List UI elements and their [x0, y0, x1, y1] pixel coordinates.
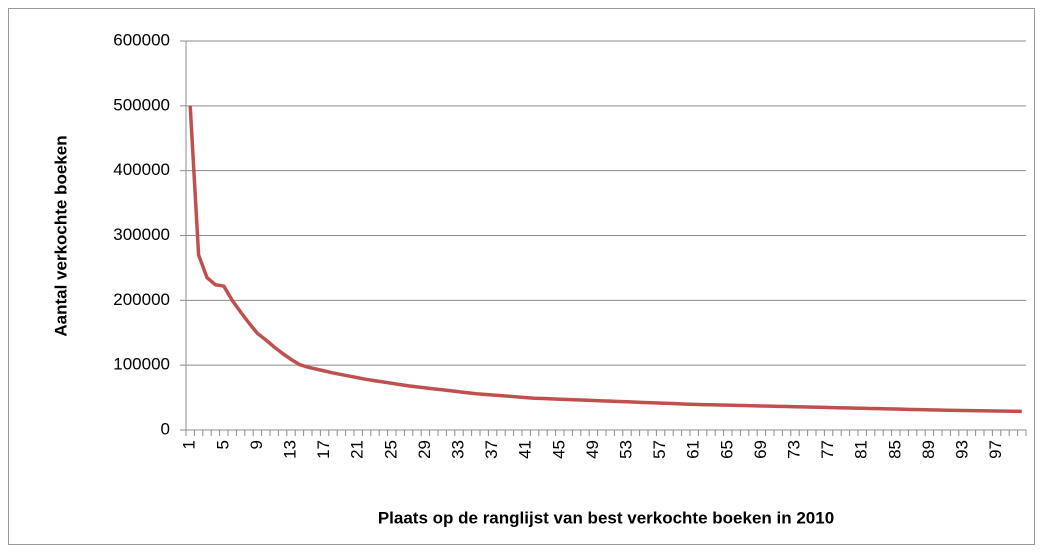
x-tick-label: 45: [549, 440, 568, 459]
x-tick-label: 29: [415, 440, 434, 459]
x-tick-label: 1: [180, 440, 199, 449]
y-tick-label: 400000: [113, 160, 170, 179]
x-tick-label: 65: [717, 440, 736, 459]
x-tick-label: 53: [616, 440, 635, 459]
y-tick-label: 300000: [113, 225, 170, 244]
chart-border: [8, 8, 1035, 545]
x-tick-label: 41: [516, 440, 535, 459]
x-tick-label: 17: [314, 440, 333, 459]
x-tick-label: 25: [381, 440, 400, 459]
y-tick-label: 100000: [113, 355, 170, 374]
x-tick-label: 89: [919, 440, 938, 459]
y-axis-title: Aantal verkochte boeken: [51, 135, 70, 336]
x-axis-title: Plaats op de ranglijst van best verkocht…: [378, 508, 834, 527]
x-tick-label: 33: [448, 440, 467, 459]
x-tick-label: 85: [885, 440, 904, 459]
x-tick-label: 61: [684, 440, 703, 459]
y-tick-label: 0: [161, 419, 170, 438]
x-tick-label: 97: [986, 440, 1005, 459]
x-tick-label: 13: [280, 440, 299, 459]
x-tick-label: 57: [650, 440, 669, 459]
x-tick-label: 49: [583, 440, 602, 459]
x-tick-label: 77: [818, 440, 837, 459]
x-tick-label: 5: [213, 440, 232, 449]
x-tick-label: 9: [247, 440, 266, 449]
x-tick-label: 37: [482, 440, 501, 459]
line-series: [188, 105, 1022, 414]
x-tick-label: 93: [952, 440, 971, 459]
y-tick-label: 600000: [113, 30, 170, 49]
x-tick-label: 69: [751, 440, 770, 459]
y-tick-label: 200000: [113, 290, 170, 309]
y-tick-label: 500000: [113, 95, 170, 114]
x-tick-label: 81: [852, 440, 871, 459]
x-tick-label: 73: [784, 440, 803, 459]
x-tick-label: 21: [348, 440, 367, 459]
